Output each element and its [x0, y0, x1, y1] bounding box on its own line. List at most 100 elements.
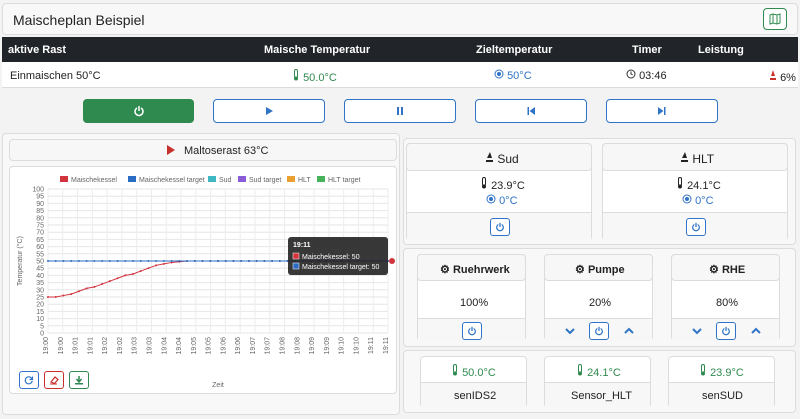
actor-pumpe-title: ⚙ Pumpe: [575, 263, 625, 276]
sensor-value-text: 24.1°C: [587, 367, 621, 379]
y-tick-label: 0: [40, 331, 44, 338]
data-point: [132, 272, 134, 275]
legend-swatch: [60, 176, 68, 182]
kessel-hlt-temp-value: 24.1°C: [687, 180, 721, 192]
data-point: [108, 280, 111, 283]
actor-pumpe-increase-button[interactable]: [621, 323, 637, 339]
x-tick-label: 19:09: [324, 337, 331, 355]
actor-rhe-value: 80%: [716, 297, 739, 309]
data-point: [170, 261, 173, 264]
data-point: [162, 260, 165, 262]
x-tick-label: 19:03: [132, 337, 139, 355]
y-axis-label: Temperatur (°C): [16, 236, 24, 286]
x-tick-label: 19:01: [87, 337, 94, 355]
actor-ruehrwerk-card: ⚙ Ruehrwerk 100%: [417, 254, 526, 341]
actor-pumpe-decrease-button[interactable]: [562, 323, 578, 339]
sensor-name: Sensor_HLT: [571, 390, 632, 402]
x-tick-label: 19:07: [250, 337, 257, 355]
next-step-label: Maltoserast 63°C: [184, 145, 269, 157]
data-point: [247, 260, 250, 262]
table-row: Einmaischen 50°C 50.0°C 50°C 03:46 6%: [2, 62, 798, 88]
kessel-hlt-temp: 24.1°C: [676, 177, 721, 192]
data-point: [178, 260, 181, 262]
skip-back-button[interactable]: [475, 99, 587, 123]
pause-icon: [397, 107, 403, 115]
data-point: [170, 260, 173, 262]
card-divider: [669, 382, 774, 408]
chevron-down-icon: [692, 328, 702, 335]
pause-button[interactable]: [344, 99, 456, 123]
chart-card: Maischekessel Maischekessel target Sud Sud …: [9, 166, 397, 394]
sensor-value: 24.1°C: [576, 364, 621, 379]
tooltip-time: 19:11: [293, 242, 311, 249]
y-tick-label: 85: [36, 208, 44, 215]
chevron-up-icon: [751, 327, 761, 334]
tooltip-line: Maischekessel: 50: [302, 254, 360, 261]
power-icon: [692, 222, 700, 232]
sensor-value: 50.0°C: [451, 364, 496, 379]
power-icon: [468, 326, 476, 336]
y-tick-label: 90: [36, 201, 44, 208]
data-point: [240, 260, 243, 262]
x-tick-label: 19:00: [58, 337, 65, 355]
play-button[interactable]: [213, 99, 325, 123]
actor-rhe-increase-button[interactable]: [748, 323, 764, 339]
data-point: [47, 296, 49, 298]
y-tick-label: 40: [36, 273, 44, 280]
skip-forward-button[interactable]: [606, 99, 718, 123]
y-tick-label: 50: [36, 259, 44, 266]
x-tick-label: 19:07: [265, 337, 272, 355]
data-point: [54, 260, 57, 262]
x-tick-label: 19:10: [353, 337, 360, 355]
rast-name: Einmaischen 50°C: [10, 70, 101, 82]
download-button[interactable]: [69, 371, 89, 389]
sensor-name: senSUD: [702, 390, 743, 402]
actor-ruehrwerk-header: ⚙ Ruehrwerk: [417, 254, 526, 281]
refresh-icon: [24, 376, 34, 385]
kessel-hlt-power-button[interactable]: [686, 218, 706, 236]
data-point: [209, 260, 212, 262]
legend-label: HLT target: [328, 177, 360, 184]
clear-button[interactable]: [44, 371, 64, 389]
legend-label: Maischekessel target: [139, 177, 205, 184]
actor-rhe-power-button[interactable]: [716, 322, 736, 340]
actor-rhe-decrease-button[interactable]: [689, 323, 705, 339]
y-tick-label: 45: [36, 266, 44, 273]
x-axis-label: Zeit: [212, 382, 224, 389]
kessel-sud-header: Sud: [406, 143, 592, 171]
kessel-sud-temp: 23.9°C: [480, 177, 525, 192]
table-header: aktive Rast Maische Temperatur Zieltempe…: [2, 37, 798, 62]
mash-temp-value: 50.0°C: [303, 72, 337, 84]
data-point: [278, 260, 281, 262]
y-tick-label: 15: [36, 309, 44, 316]
actor-ruehrwerk-power-button[interactable]: [462, 322, 482, 340]
col-timer: Timer: [632, 44, 662, 56]
data-point: [101, 283, 104, 286]
y-tick-label: 25: [36, 295, 44, 302]
y-tick-label: 35: [36, 280, 44, 287]
card-divider: [545, 382, 650, 408]
map-button[interactable]: [763, 8, 787, 30]
download-icon: [75, 376, 83, 385]
map-icon: [769, 13, 781, 25]
eraser-icon: [50, 376, 59, 385]
refresh-button[interactable]: [19, 371, 39, 389]
y-tick-label: 20: [36, 302, 44, 309]
target-icon: [682, 194, 692, 204]
data-point: [186, 260, 189, 262]
sensor-card: 24.1°C Sensor_HLT: [544, 356, 651, 408]
data-point: [93, 260, 96, 262]
legend-swatch: [128, 176, 136, 182]
target-temp-value: 50°C: [507, 70, 532, 82]
actor-pumpe-name: Pumpe: [587, 264, 625, 276]
kessel-hlt-target: 0°C: [682, 194, 714, 207]
power-button[interactable]: [83, 99, 194, 123]
actor-pumpe-power-button[interactable]: [589, 322, 609, 340]
data-point: [62, 260, 65, 262]
kessel-hlt-title: HLT: [680, 152, 714, 166]
actor-rhe-title: ⚙ RHE: [709, 263, 745, 276]
y-tick-label: 95: [36, 194, 44, 201]
kessel-sud-power-button[interactable]: [490, 218, 510, 236]
card-divider: [421, 382, 526, 408]
data-point: [263, 260, 266, 262]
